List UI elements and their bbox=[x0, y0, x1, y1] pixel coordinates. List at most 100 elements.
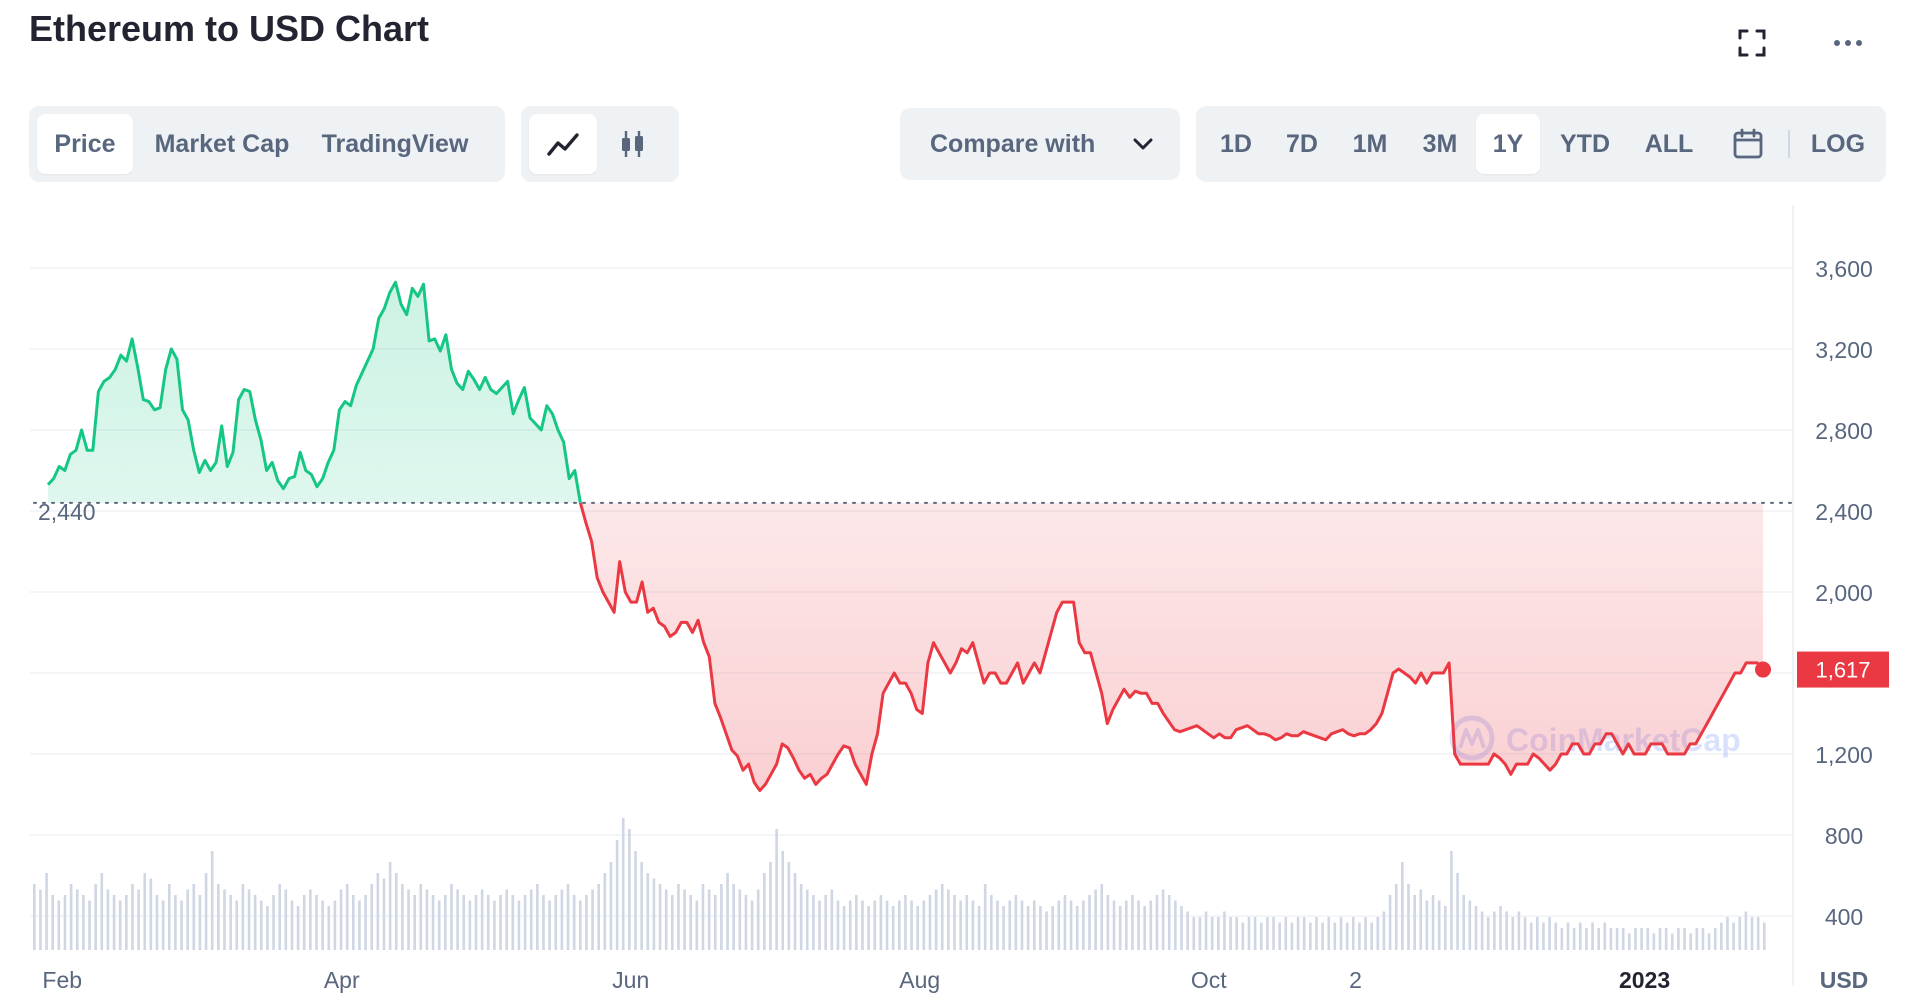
volume-bar bbox=[977, 906, 981, 950]
fullscreen-button[interactable] bbox=[1730, 21, 1774, 65]
volume-bar bbox=[1542, 922, 1545, 950]
line-chart-button[interactable] bbox=[529, 114, 597, 174]
volume-bar bbox=[33, 884, 36, 950]
area-below-baseline bbox=[48, 502, 1763, 791]
y-tick-label: 3,200 bbox=[1815, 337, 1873, 363]
volume-bar bbox=[278, 884, 281, 950]
tab-tradingview[interactable]: TradingView bbox=[321, 129, 469, 158]
volume-bar bbox=[1259, 922, 1263, 950]
volume-bar bbox=[1572, 928, 1576, 950]
volume-bar bbox=[223, 889, 226, 950]
volume-bar bbox=[493, 900, 496, 950]
volume-bar bbox=[1683, 928, 1686, 950]
price-line-up bbox=[46, 280, 582, 503]
volume-bar bbox=[1652, 933, 1656, 950]
volume-bar bbox=[940, 884, 944, 950]
x-tick-label: Oct bbox=[1191, 967, 1227, 993]
tab-market-cap[interactable]: Market Cap bbox=[154, 129, 290, 158]
volume-bar bbox=[744, 895, 748, 950]
candlestick-button[interactable] bbox=[597, 114, 669, 174]
volume-bar bbox=[517, 900, 521, 950]
volume-bar bbox=[1014, 895, 1018, 950]
y-tick-label: 2,000 bbox=[1815, 580, 1873, 606]
volume-bar bbox=[1388, 895, 1392, 950]
volume-bar bbox=[63, 895, 67, 950]
volume-bar bbox=[701, 884, 705, 950]
volume-bar bbox=[1364, 917, 1367, 950]
volume-bar bbox=[88, 900, 91, 950]
volume-bar bbox=[1480, 911, 1484, 950]
line-chart-icon bbox=[547, 133, 579, 156]
calendar-icon bbox=[1733, 128, 1763, 159]
volume-bar bbox=[1167, 895, 1171, 950]
volume-bar bbox=[94, 884, 97, 950]
volume-bar bbox=[75, 889, 79, 950]
chart-style-toggle bbox=[521, 106, 679, 182]
range-1d[interactable]: 1D bbox=[1220, 129, 1252, 158]
volume-bar bbox=[1529, 922, 1533, 950]
volume-bar bbox=[1186, 911, 1189, 950]
volume-bar bbox=[824, 895, 827, 950]
volume-bar bbox=[131, 884, 134, 950]
range-3m[interactable]: 3M bbox=[1422, 129, 1458, 158]
volume-bar bbox=[1223, 911, 1226, 950]
volume-bar bbox=[284, 889, 288, 950]
range-1m[interactable]: 1M bbox=[1352, 129, 1388, 158]
range-all[interactable]: ALL bbox=[1644, 129, 1694, 158]
compare-with-dropdown[interactable]: Compare with bbox=[900, 108, 1180, 180]
volume-bar bbox=[241, 884, 245, 950]
tab-price[interactable]: Price bbox=[37, 114, 133, 174]
volume-bar bbox=[468, 900, 472, 950]
volume-bar bbox=[873, 900, 877, 950]
x-tick-label: Feb bbox=[42, 967, 82, 993]
volume-bar bbox=[1253, 917, 1257, 950]
volume-bar bbox=[450, 884, 453, 950]
range-1y[interactable]: 1Y bbox=[1476, 114, 1540, 174]
volume-bar bbox=[1548, 917, 1551, 950]
volume-bar bbox=[910, 900, 913, 950]
log-scale-button[interactable]: LOG bbox=[1810, 129, 1866, 158]
volume-bar bbox=[1032, 900, 1036, 950]
volume-bar bbox=[898, 900, 901, 950]
y-tick-label: 800 bbox=[1825, 823, 1863, 849]
last-price-label: 1,617 bbox=[1815, 658, 1870, 683]
volume-bar bbox=[45, 873, 48, 950]
volume-bar bbox=[1523, 917, 1527, 950]
volume-bar bbox=[799, 884, 803, 950]
volume-bar bbox=[787, 862, 791, 950]
volume-bar bbox=[1462, 895, 1465, 950]
volume-bar bbox=[327, 906, 331, 950]
date-picker-button[interactable] bbox=[1708, 114, 1788, 174]
volume-bar bbox=[1658, 928, 1662, 950]
volume-bar bbox=[664, 889, 668, 950]
volume-bar bbox=[1082, 900, 1085, 950]
volume-bar bbox=[1493, 911, 1496, 950]
volume-bar bbox=[640, 862, 643, 950]
volume-bar bbox=[1124, 900, 1128, 950]
volume-bar bbox=[1382, 911, 1386, 950]
range-7d[interactable]: 7D bbox=[1286, 129, 1318, 158]
volume-bar bbox=[1333, 922, 1337, 950]
volume-bar bbox=[1701, 928, 1705, 950]
volume-bar bbox=[1713, 928, 1717, 950]
volume-bar bbox=[554, 895, 558, 950]
page-title: Ethereum to USD Chart bbox=[29, 8, 430, 49]
volume-bar bbox=[315, 895, 318, 950]
volume-bar bbox=[1597, 928, 1600, 950]
volume-bar bbox=[333, 900, 337, 950]
volume-bar bbox=[137, 889, 140, 950]
more-options-button[interactable] bbox=[1826, 21, 1870, 65]
more-icon bbox=[1834, 40, 1862, 46]
volume-bar bbox=[560, 889, 564, 950]
volume-bar bbox=[186, 889, 189, 950]
volume-bar bbox=[1180, 906, 1183, 950]
x-tick-label: Jun bbox=[612, 967, 649, 993]
range-ytd[interactable]: YTD bbox=[1560, 129, 1610, 158]
volume-bar bbox=[922, 900, 926, 950]
volume-bar bbox=[1137, 900, 1140, 950]
volume-bar bbox=[198, 895, 202, 950]
time-range-selector: 1D 7D 1M 3M 1Y YTD ALL LOG bbox=[1196, 106, 1886, 182]
volume-bar bbox=[1499, 906, 1502, 950]
volume-bar bbox=[174, 895, 177, 950]
